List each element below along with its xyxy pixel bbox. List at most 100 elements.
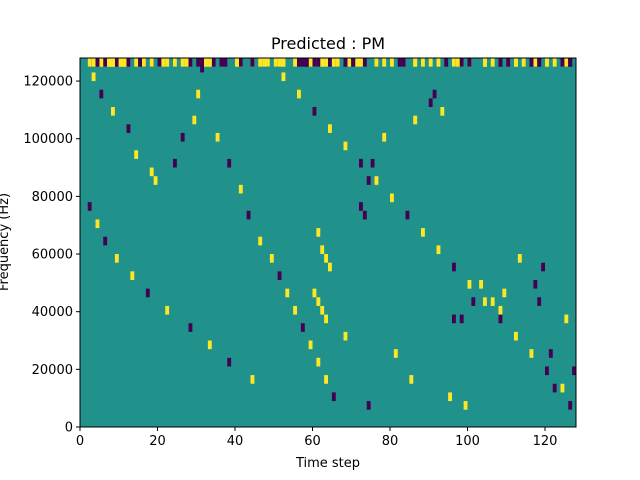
heatmap-cell: [541, 262, 546, 272]
heatmap-cell: [192, 115, 197, 125]
heatmap-cell: [316, 357, 321, 367]
y-tick-label: 20000: [32, 363, 73, 378]
x-tick-label: 80: [382, 434, 399, 449]
heatmap-cell: [452, 58, 456, 67]
heatmap-cell: [304, 58, 309, 67]
heatmap-cell: [459, 314, 464, 324]
heatmap-cell: [362, 210, 367, 220]
heatmap-cell: [514, 331, 518, 341]
heatmap-cell: [413, 115, 418, 125]
y-axis: 0 20000 40000 60000 80000 100000 120000: [23, 75, 80, 436]
heatmap-cell: [157, 58, 162, 67]
heatmap-cell: [188, 323, 193, 332]
heatmap-cell: [320, 305, 325, 315]
heatmap-cell: [370, 158, 375, 168]
heatmap-cell: [452, 314, 456, 324]
heatmap-cell: [297, 58, 301, 67]
heatmap-cell: [165, 58, 170, 67]
heatmap-cell: [328, 124, 332, 133]
heatmap-cell: [374, 176, 379, 185]
heatmap-cell: [545, 58, 549, 67]
heatmap-cell: [277, 58, 282, 67]
heatmap-cell: [564, 314, 569, 324]
heatmap-cell: [95, 58, 100, 67]
x-tick-label: 100: [455, 434, 480, 449]
heatmap-cell: [452, 262, 456, 272]
heatmap-cell: [552, 383, 557, 393]
heatmap-cell: [99, 89, 104, 99]
heatmap-cell: [393, 349, 398, 358]
heatmap-cell: [351, 58, 356, 67]
heatmap-cell: [521, 58, 526, 67]
heatmap-cell: [266, 58, 270, 67]
chart-title: Predicted : PM: [271, 34, 385, 53]
x-tick-label: 120: [533, 434, 558, 449]
heatmap-cell: [200, 63, 205, 73]
heatmap-cell: [467, 58, 472, 67]
heatmap-cell: [359, 58, 363, 67]
heatmap-cell: [459, 58, 464, 67]
heatmap-cell: [126, 58, 131, 67]
heatmap-cell: [428, 98, 433, 108]
heatmap-cell: [517, 254, 522, 263]
heatmap-cell: [293, 305, 298, 315]
heatmap-cell: [235, 58, 239, 67]
heatmap-cell: [300, 323, 305, 332]
heatmap-cell: [545, 366, 549, 376]
heatmap-cell: [258, 236, 263, 246]
heatmap-cell: [343, 141, 348, 151]
heatmap-cell: [238, 184, 243, 194]
heatmap-cell: [343, 331, 348, 341]
heatmap-cell: [285, 288, 290, 298]
heatmap-cell: [165, 305, 170, 315]
heatmap-cell: [200, 58, 205, 67]
heatmap-cell: [428, 58, 433, 67]
y-tick-label: 80000: [32, 190, 73, 205]
heatmap-cell: [320, 58, 325, 67]
heatmap-cell: [529, 58, 534, 67]
heatmap-cell: [273, 58, 278, 67]
heatmap-cell: [188, 58, 193, 67]
heatmap-cell: [300, 58, 305, 67]
y-tick-label: 120000: [23, 75, 73, 90]
x-tick-label: 0: [76, 434, 84, 449]
heatmap-cell: [173, 58, 177, 67]
heatmap-cell: [281, 58, 286, 67]
heatmap-cell: [502, 288, 507, 298]
heatmap-cell: [316, 297, 321, 306]
heatmap-cell: [211, 58, 216, 67]
heatmap-cell: [227, 158, 232, 168]
heatmap-cell: [111, 58, 115, 67]
heatmap-cell: [324, 254, 329, 263]
heatmap-cell: [483, 58, 487, 67]
heatmap-cell: [312, 107, 317, 116]
heatmap-cell: [122, 58, 127, 67]
heatmap-cell: [328, 262, 332, 272]
heatmap-cell: [281, 72, 286, 82]
heatmap-cell: [560, 383, 565, 393]
heatmap-cell: [409, 375, 414, 384]
heatmap-cell: [328, 58, 332, 67]
heatmap-cell: [366, 401, 371, 410]
heatmap-cell: [312, 288, 317, 298]
x-tick-label: 20: [149, 434, 166, 449]
heatmap-cell: [490, 297, 495, 306]
heatmap-cell: [196, 89, 201, 99]
heatmap-cells: [87, 58, 577, 410]
heatmap-cell: [483, 297, 487, 306]
heatmap-cell: [568, 58, 573, 67]
heatmap-cell: [149, 167, 154, 177]
heatmap-cell: [440, 107, 445, 116]
heatmap-cell: [184, 58, 189, 67]
heatmap-cell: [250, 58, 255, 67]
heatmap-cell: [262, 58, 267, 67]
heatmap-cell: [490, 58, 495, 67]
heatmap-cell: [277, 271, 282, 280]
heatmap-cell: [227, 357, 232, 367]
heatmap-cell: [324, 314, 329, 324]
y-tick-label: 0: [65, 421, 73, 436]
heatmap-cell: [312, 58, 317, 67]
heatmap-cell: [118, 58, 123, 67]
heatmap-cell: [161, 58, 166, 67]
